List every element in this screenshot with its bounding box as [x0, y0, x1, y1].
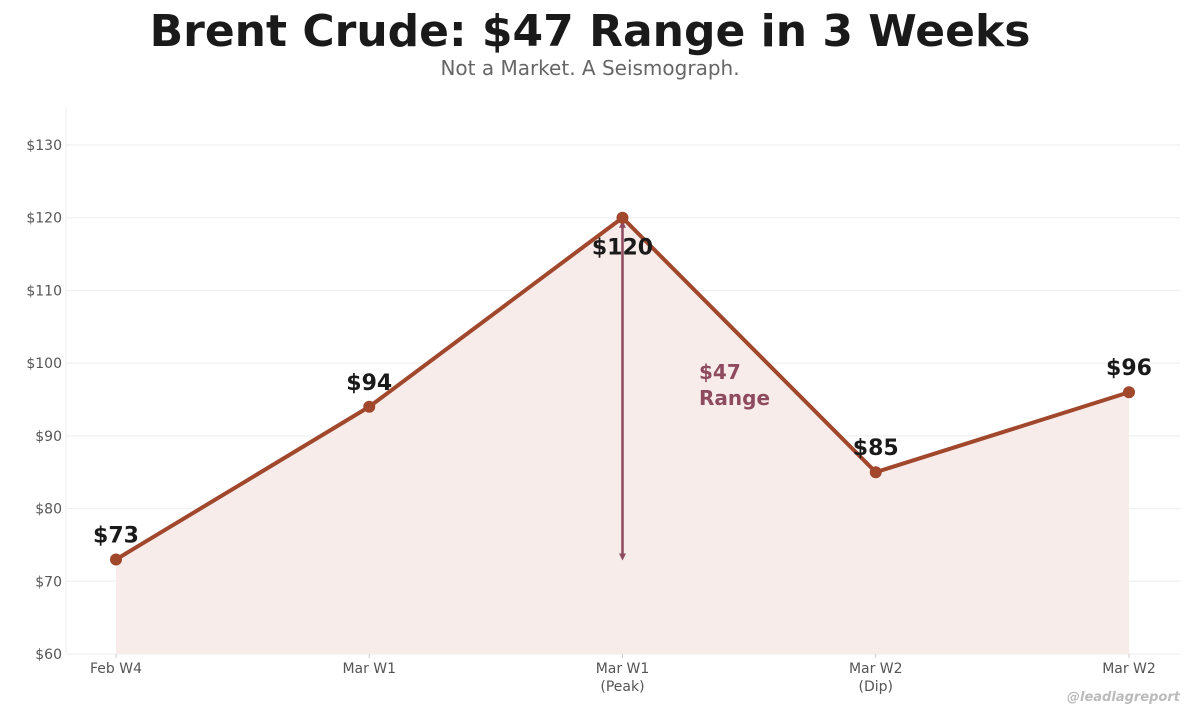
y-tick-label: $70	[35, 574, 62, 590]
data-label: $94	[346, 371, 392, 396]
x-tick-label: (Peak)	[600, 679, 644, 695]
x-tick-label: Mar W1	[596, 661, 650, 677]
y-tick-label: $110	[26, 283, 62, 299]
data-point	[869, 466, 882, 479]
x-tick-label: Mar W2	[849, 661, 903, 677]
y-tick-label: $80	[35, 502, 62, 518]
y-tick-label: $130	[26, 138, 62, 154]
watermark: @leadlagreport	[1067, 690, 1180, 705]
data-point	[616, 211, 629, 224]
y-tick-label: $100	[26, 356, 62, 372]
annotation-label: $47	[699, 360, 741, 384]
data-point	[363, 400, 376, 413]
y-tick-label: $120	[26, 211, 62, 227]
y-tick-label: $90	[35, 429, 62, 445]
x-tick-label: Mar W2	[1102, 661, 1156, 677]
data-label: $120	[592, 236, 653, 261]
x-tick-label: Mar W1	[342, 661, 396, 677]
data-label: $85	[853, 436, 899, 461]
chart-subtitle: Not a Market. A Seismograph.	[440, 56, 740, 80]
y-tick-label: $60	[35, 647, 62, 663]
data-point	[1123, 386, 1135, 399]
x-tick-label: Feb W4	[90, 661, 142, 677]
x-tick-label: (Dip)	[859, 679, 893, 695]
data-point	[110, 553, 122, 566]
arrow-head-up	[619, 220, 626, 228]
annotation-label: Range	[699, 386, 770, 410]
chart-title: Brent Crude: $47 Range in 3 Weeks	[149, 6, 1031, 57]
arrow-head-down	[619, 553, 626, 561]
data-label: $96	[1106, 356, 1152, 381]
data-label: $73	[93, 523, 139, 548]
